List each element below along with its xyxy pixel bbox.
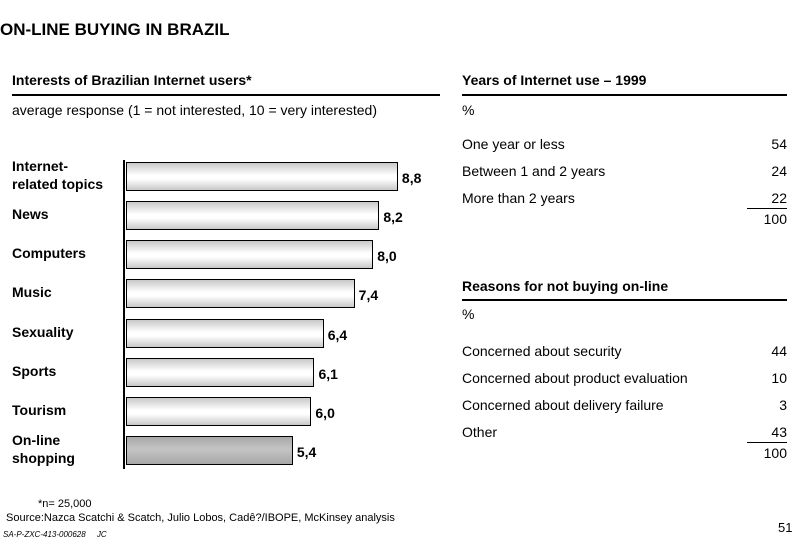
page-number: 51 bbox=[778, 520, 793, 535]
bar-value-label: 8,2 bbox=[383, 209, 403, 225]
row-value: 43 bbox=[771, 424, 787, 440]
bar bbox=[126, 240, 374, 269]
bar bbox=[126, 358, 315, 387]
reasons-unit: % bbox=[462, 306, 475, 322]
bar bbox=[126, 279, 355, 308]
chart-header: Interests of Brazilian Internet users* bbox=[12, 72, 252, 88]
bar-value-label: 8,0 bbox=[377, 248, 397, 264]
bar-category-label: Music bbox=[12, 284, 52, 300]
bar-value-label: 6,0 bbox=[315, 405, 335, 421]
bar-category-label: On-line shopping bbox=[12, 432, 75, 466]
reasons-header: Reasons for not buying on-line bbox=[462, 278, 669, 294]
bar-category-label: Tourism bbox=[12, 402, 67, 418]
row-value: 44 bbox=[771, 343, 787, 359]
years-unit: % bbox=[462, 102, 475, 118]
row-label: Concerned about delivery failure bbox=[462, 397, 664, 413]
row-label: Between 1 and 2 years bbox=[462, 163, 606, 179]
row-label: One year or less bbox=[462, 136, 565, 152]
bar-category-label: News bbox=[12, 206, 49, 222]
table-row: More than 2 years 22 bbox=[462, 190, 787, 206]
chart-axis bbox=[123, 160, 125, 469]
bar-category-label: Internet- related topics bbox=[12, 158, 104, 192]
document-code: SA-P-ZXC-413-000628 JC bbox=[3, 530, 107, 539]
bar-value-label: 6,1 bbox=[318, 366, 338, 382]
bar bbox=[126, 319, 324, 348]
row-label: More than 2 years bbox=[462, 190, 575, 206]
table-row: Between 1 and 2 years 24 bbox=[462, 163, 787, 179]
row-value: 54 bbox=[771, 136, 787, 152]
table-row: Other 43 bbox=[462, 424, 787, 440]
total-value: 100 bbox=[763, 211, 787, 227]
row-value: 24 bbox=[771, 163, 787, 179]
bar bbox=[126, 436, 293, 465]
page-title: ON-LINE BUYING IN BRAZIL bbox=[0, 20, 230, 39]
divider bbox=[462, 94, 787, 96]
source-note: Source:Nazca Scatchi & Scatch, Julio Lob… bbox=[6, 512, 395, 524]
row-value: 10 bbox=[771, 370, 787, 386]
divider bbox=[12, 94, 440, 96]
total-rule bbox=[747, 442, 787, 443]
table-row: Concerned about product evaluation 10 bbox=[462, 370, 787, 386]
divider bbox=[462, 299, 787, 301]
total-value: 100 bbox=[763, 445, 787, 461]
row-value: 22 bbox=[771, 190, 787, 206]
footnote: *n= 25,000 bbox=[38, 498, 92, 510]
years-header: Years of Internet use – 1999 bbox=[462, 72, 647, 88]
row-value: 3 bbox=[779, 397, 787, 413]
row-label: Concerned about product evaluation bbox=[462, 370, 688, 386]
row-label: Other bbox=[462, 424, 498, 440]
total-rule bbox=[747, 208, 787, 209]
bar-value-label: 7,4 bbox=[358, 287, 379, 303]
chart-subheader: average response (1 = not interested, 10… bbox=[12, 102, 377, 118]
bar-value-label: 5,4 bbox=[296, 444, 317, 460]
bar bbox=[126, 162, 398, 191]
bar-value-label: 6,4 bbox=[327, 327, 348, 343]
row-label: Concerned about security bbox=[462, 343, 622, 359]
bar-category-label: Sexuality bbox=[12, 324, 74, 340]
table-row: One year or less 54 bbox=[462, 136, 787, 152]
table-row: Concerned about security 44 bbox=[462, 343, 787, 359]
bar-category-label: Sports bbox=[12, 363, 57, 379]
bar-value-label: 8,8 bbox=[401, 170, 422, 186]
table-row: Concerned about delivery failure 3 bbox=[462, 397, 787, 413]
bar bbox=[126, 397, 312, 426]
bar-category-label: Computers bbox=[12, 245, 86, 261]
bar bbox=[126, 201, 380, 230]
